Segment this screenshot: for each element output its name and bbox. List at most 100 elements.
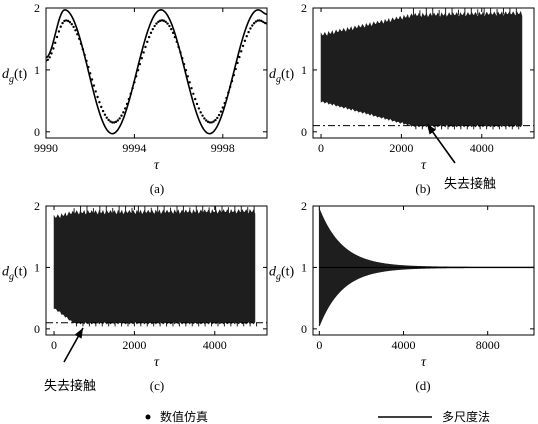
panel-a-numeric-point [247,30,250,34]
panel-a-numeric-point [151,27,155,31]
panel-a-xtick-label: 9994 [122,141,146,155]
panel-b-ylabel: dg(t) [269,67,295,85]
panel-a-numeric-point [96,95,99,99]
annotation-c-arrow-head [74,328,83,339]
panel-d-frame [312,205,535,336]
panel-b-xtick-label: 2000 [389,141,413,155]
panel-a-numeric-point [241,44,245,48]
panel-d-xlabel: τ [421,355,427,370]
panel-a-numeric-point [227,91,230,94]
panel-a-numeric-point [70,23,73,26]
panel-a-numeric-point [263,21,267,25]
panel-c-response-band [53,208,256,325]
panel-a-numeric-point [251,24,254,27]
panel-a-numeric-point [208,121,212,124]
panel-a-frame [45,7,268,139]
panel-a-numeric-point [157,20,160,24]
panel-c-ylabel-main: d [2,265,10,280]
panel-c-band-spikes [73,206,258,327]
panel-b-ytick-label: 1 [301,63,307,77]
panel-c-ylabel: dg(t) [2,265,28,283]
panel-a-numeric-point [168,24,171,28]
panel-c-xlabel: τ [154,355,160,370]
panel-a-numeric-point [136,69,140,72]
panel-a-numeric-point [153,24,156,28]
panel-b-caption: (b) [415,181,430,196]
panel-d-xtick-label: 0 [316,338,322,352]
panel-a-ylabel-arg: (t) [14,67,28,82]
panel-a-numeric-point [129,92,132,95]
panel-a-numeric-point [170,27,173,31]
panel-a-numeric-point [179,51,182,54]
panel-a-numeric-point [245,35,248,38]
panel-a-numeric-point [249,27,252,30]
annotation-b-arrow-head [427,124,437,135]
panel-a-numeric-point [177,45,180,49]
panel-a-numeric-point [90,78,94,81]
panel-a-numeric-point [181,57,184,60]
panel-a-numeric-point [131,86,134,90]
panel-a-numeric-point [217,113,221,117]
panel-a-numeric-point [125,102,129,106]
panel-c-ytick-label: 1 [34,260,40,274]
panel-a-numeric-point [55,35,59,39]
panel-a-numeric-point [120,114,123,117]
panel-a-numeric-point [223,101,226,105]
panel-a-numeric-point [112,121,116,124]
panel-a-numeric-point [83,53,86,57]
panel-a-numeric-point [46,58,50,61]
panel-a-numeric-point [225,96,228,100]
panel-a-numeric-point [190,86,193,90]
panel-b-ytick-label: 2 [301,1,307,15]
panel-a-ytick-label: 1 [34,63,40,77]
panel-a-numeric-point [184,69,188,72]
panel-a-numeric-point [89,72,92,75]
panel-a-numeric-point [48,56,51,59]
panel-a-numeric-point [258,19,261,22]
panel-a-numeric-point [158,19,162,22]
panel-a-numeric-point [234,67,237,71]
panel-d-ylabel-main: d [269,265,277,280]
panel-a-series-multiscale [46,9,267,135]
panel-a-numeric-point [57,30,61,33]
panel-c-ytick-label: 2 [34,199,40,213]
panel-a-numeric-point [173,35,177,39]
panel-a-numeric-point [256,19,259,22]
panel-a-numeric-point [100,105,103,109]
panel-a-numeric-point [197,107,201,110]
panel-a-numeric-point [206,120,210,124]
panel-a-caption: (a) [150,181,164,196]
panel-a-numeric-point [135,75,138,78]
panel-d-xtick-label: 8000 [476,338,500,352]
panel-a-numeric-point [140,57,143,60]
panel-c-ylabel-sub: g [9,272,14,283]
panel-a-numeric-point [122,111,125,114]
panel-a-numeric-point [182,62,186,66]
panel-a-numeric-point [77,37,81,40]
panel-a-numeric-point [221,106,224,109]
panel-a-numeric-point [103,113,107,116]
panel-a-numeric-point [87,65,90,69]
panel-a-numeric-point [138,62,142,66]
panel-a-numeric-point [54,41,57,45]
panel-a-numeric-point [162,19,166,22]
panel-b-xlabel: τ [421,158,427,173]
panel-a-numeric-point [68,21,72,24]
panel-a-numeric-point [105,116,108,119]
panel-c-xtick-label: 0 [51,338,57,352]
panel-a-numeric-point [192,92,195,95]
panel-a-numeric-point [203,117,206,120]
panel-a-numeric-point [210,121,213,124]
panel-a-numeric-point [160,19,164,22]
panel-b-ytick-label: 0 [301,125,307,139]
panel-a-numeric-point [164,20,167,24]
panel-a-numeric-point [186,75,190,78]
panel-a-numeric-point [230,79,234,83]
panel-b-xtick-label: 0 [318,141,324,155]
panel-a-numeric-point [149,31,153,35]
panel-d-ylabel-sub: g [276,272,281,283]
panel-c-xtick-label: 2000 [122,338,146,352]
panel-a-numeric-point [61,21,64,25]
legend-numeric-label: 数值仿真 [160,409,208,424]
